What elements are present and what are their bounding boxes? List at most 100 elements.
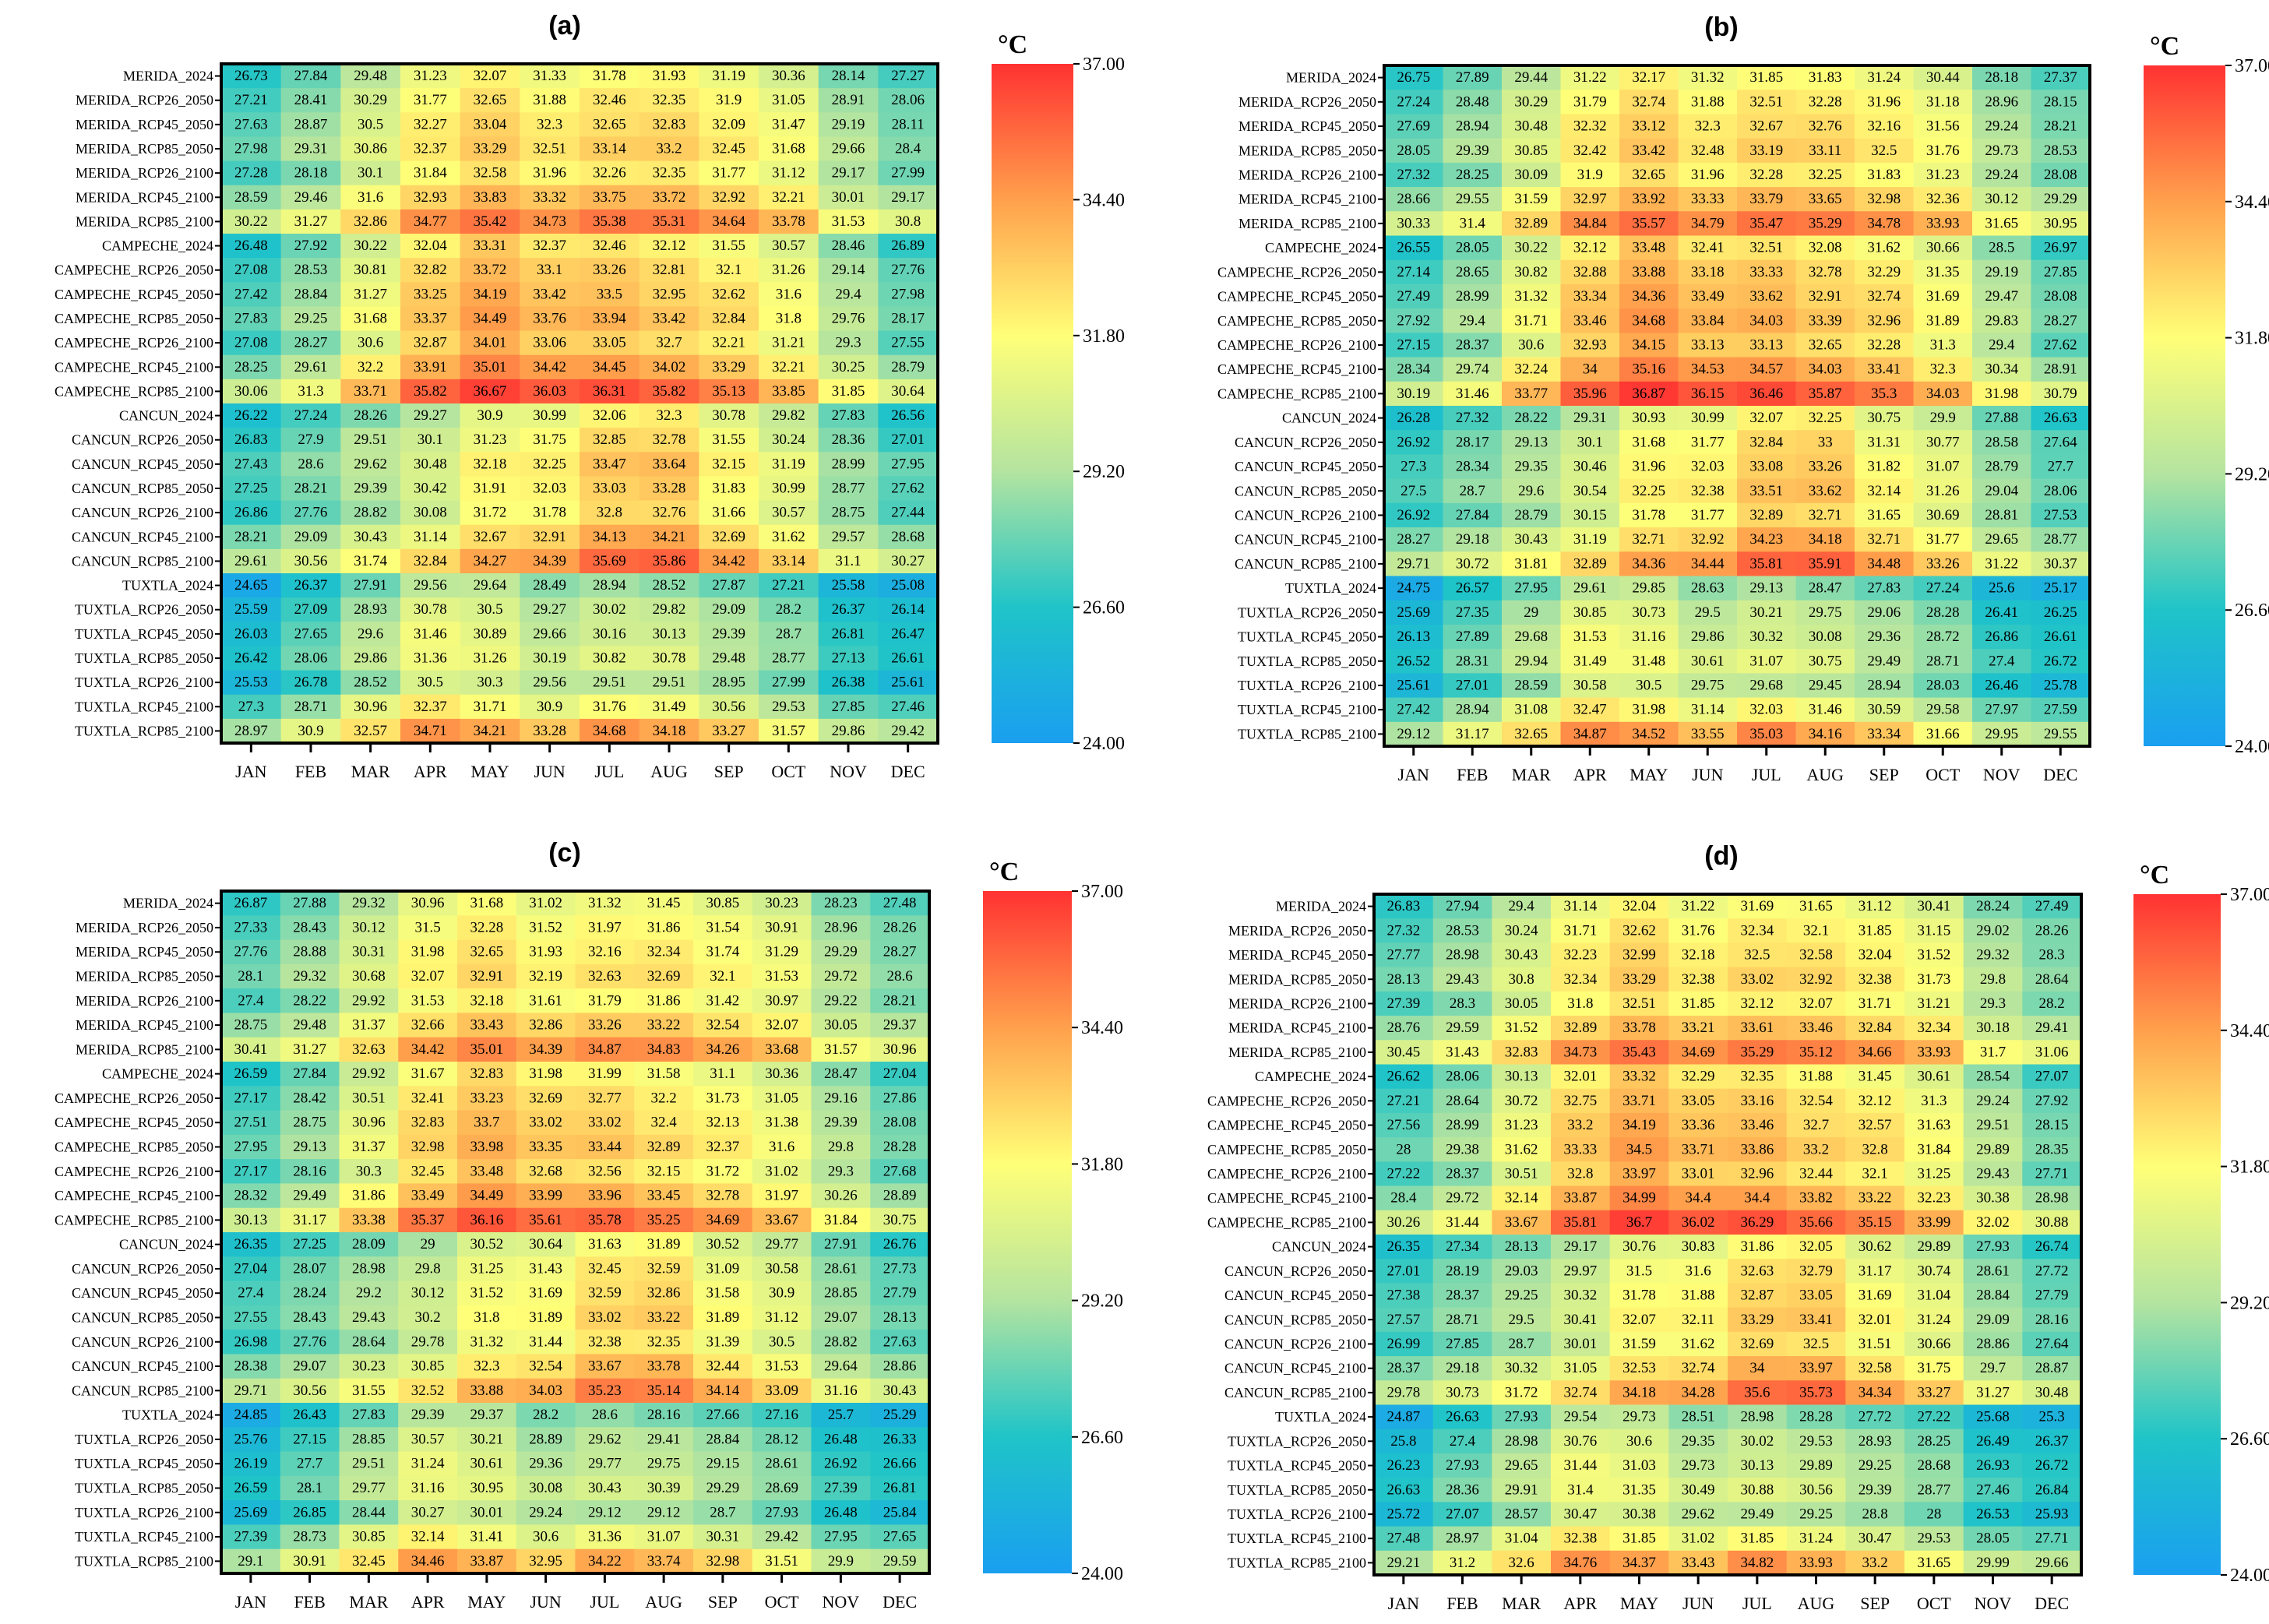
- heatmap-cell: [221, 379, 282, 404]
- cell-value: 31.5: [415, 919, 441, 935]
- heatmap-cell: [280, 670, 341, 696]
- heatmap-cell: [580, 718, 640, 744]
- heatmap-cell: [400, 670, 461, 696]
- heatmap-cell: [460, 64, 520, 89]
- cell-value: 30.12: [352, 919, 386, 935]
- cell-value: 31.17: [1456, 726, 1489, 742]
- cell-value: 26.81: [883, 1480, 917, 1496]
- cell-value: 33.39: [1809, 312, 1842, 329]
- heatmap-border: [220, 62, 939, 745]
- cell-value: 27.95: [824, 1529, 858, 1545]
- cell-value: 27.76: [293, 1333, 326, 1350]
- cell-value: 28.17: [891, 311, 925, 327]
- heatmap-cell: [818, 476, 879, 502]
- cell-value: 26.55: [1397, 240, 1430, 256]
- heatmap-cell: [2031, 381, 2091, 407]
- cell-value: 30.02: [593, 601, 626, 618]
- cell-value: 26.46: [1985, 677, 2018, 693]
- cell-value: 30.5: [1636, 677, 1661, 693]
- cell-value: 27.68: [883, 1163, 917, 1179]
- cell-value: 30.9: [537, 699, 562, 715]
- row-label: CANCUN_RCP85_2100: [72, 1383, 213, 1398]
- heatmap-cell: [639, 452, 699, 477]
- cell-value: 31.78: [593, 68, 626, 84]
- cell-value: 32.6: [1509, 1555, 1534, 1571]
- heatmap-cell: [1443, 381, 1503, 407]
- cell-value: 33.35: [529, 1139, 562, 1155]
- cell-value: 30.66: [1926, 240, 1960, 256]
- cell-value: 34.53: [1691, 361, 1725, 378]
- cell-value: 31.76: [1682, 922, 1715, 939]
- month-label: SEP: [708, 1592, 738, 1612]
- row-label: MERIDA_RCP26_2050: [1228, 923, 1366, 939]
- cell-value: 27.17: [234, 1163, 268, 1179]
- cell-value: 33.64: [653, 456, 686, 472]
- cell-value: 32.21: [772, 359, 805, 375]
- cell-value: 32.51: [1749, 240, 1783, 256]
- cell-value: 27.32: [1386, 922, 1420, 939]
- heatmap-cell: [1560, 333, 1620, 358]
- row-label: TUXTLA_RCP85_2050: [75, 650, 213, 666]
- row-label: CAMPECHE_RCP45_2050: [55, 1115, 213, 1130]
- cell-value: 29.38: [1446, 1141, 1479, 1157]
- cell-value: 28.13: [883, 1309, 917, 1326]
- heatmap-cell: [1972, 284, 2032, 309]
- cell-value: 29.73: [1985, 143, 2018, 159]
- cell-value: 34.64: [712, 213, 745, 230]
- month-label: DEC: [883, 1592, 917, 1612]
- cell-value: 32.13: [706, 1115, 740, 1131]
- cell-value: 31.61: [529, 992, 562, 1009]
- heatmap-cell: [639, 112, 699, 138]
- cell-value: 29.54: [1563, 1409, 1597, 1425]
- cell-value: 27.84: [1456, 507, 1489, 523]
- cell-value: 28.07: [293, 1260, 326, 1277]
- colorbar-tick-label: 37.00: [2230, 885, 2269, 905]
- cell-value: 25.59: [234, 601, 268, 618]
- cell-value: 32.65: [470, 944, 504, 960]
- heatmap-cell: [878, 306, 939, 332]
- heatmap-cell: [1972, 478, 2032, 504]
- heatmap-cell: [340, 64, 401, 89]
- cell-value: 32.21: [772, 189, 805, 206]
- cell-value: 27.89: [1456, 69, 1489, 86]
- cell-value: 32.74: [1632, 93, 1665, 110]
- cell-value: 30.69: [1926, 507, 1960, 523]
- cell-value: 28.21: [883, 992, 917, 1009]
- cell-value: 31.46: [414, 625, 447, 642]
- cell-value: 31.22: [1573, 69, 1607, 86]
- cell-value: 31.23: [1505, 1117, 1538, 1133]
- cell-value: 30.41: [1563, 1312, 1597, 1328]
- heatmap-cell: [1972, 90, 2032, 115]
- cell-value: 36.16: [470, 1212, 504, 1228]
- cell-value: 32.63: [1740, 1263, 1774, 1279]
- cell-value: 33.46: [1740, 1117, 1774, 1133]
- heatmap-cell: [878, 670, 939, 696]
- cell-value: 31.77: [1691, 434, 1725, 450]
- heatmap-cell: [1795, 333, 1855, 358]
- heatmap-cell: [1972, 576, 2032, 601]
- cell-value: 32.45: [411, 1163, 445, 1179]
- cell-value: 32.34: [1740, 922, 1774, 939]
- heatmap-cell: [878, 379, 939, 404]
- heatmap-cell: [580, 209, 640, 234]
- cell-value: 27.99: [772, 675, 805, 691]
- heatmap-cell: [699, 428, 759, 453]
- cell-value: 32.11: [1682, 1312, 1714, 1328]
- cell-value: 29.32: [352, 895, 386, 911]
- cell-value: 32.07: [765, 1017, 798, 1034]
- cell-value: 26.84: [2035, 1481, 2069, 1498]
- cell-value: 31.07: [1926, 459, 1960, 475]
- heatmap-cell: [759, 694, 819, 720]
- cell-value: 29.35: [1514, 459, 1548, 475]
- cell-value: 29.6: [358, 625, 383, 642]
- cell-value: 30.75: [1809, 653, 1842, 669]
- heatmap-cell: [520, 209, 580, 234]
- cell-value: 26.75: [1397, 69, 1430, 86]
- cell-value: 31.46: [1809, 702, 1842, 718]
- cell-value: 31.99: [588, 1066, 622, 1082]
- heatmap-cell: [580, 452, 640, 477]
- cell-value: 32.69: [1740, 1336, 1774, 1352]
- cell-value: 28.05: [1456, 240, 1489, 256]
- cell-value: 28.88: [293, 944, 326, 960]
- cell-value: 27.37: [2044, 69, 2077, 86]
